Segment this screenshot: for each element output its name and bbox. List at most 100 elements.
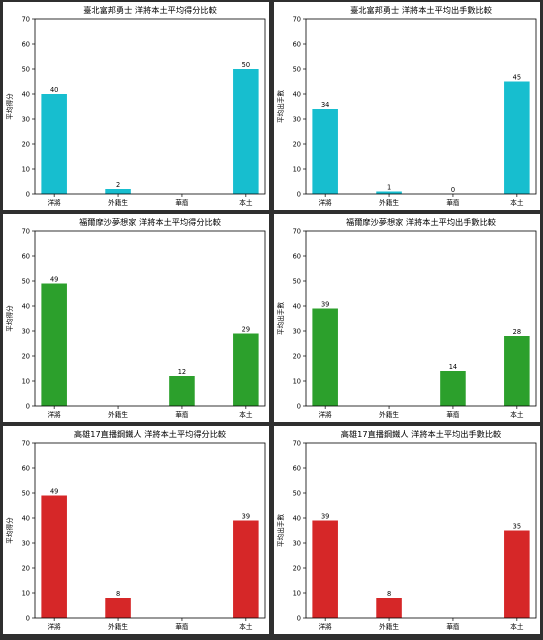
x-tick-label: 本土 bbox=[510, 622, 524, 631]
y-axis-label: 平均出手數 bbox=[276, 302, 285, 335]
x-tick-label: 外籍生 bbox=[379, 622, 399, 631]
x-tick-label: 本土 bbox=[510, 410, 524, 419]
chart-panel: 高雄17直播鋼鐵人 洋將本土平均得分比較 0 10 20 30 40 50 60 70 平均得分 4… bbox=[3, 426, 269, 634]
y-tick-label: 30 bbox=[22, 115, 30, 123]
data-label: 50 bbox=[242, 61, 250, 69]
y-tick-label: 40 bbox=[293, 514, 301, 522]
x-tick-label: 外籍生 bbox=[379, 198, 399, 207]
bar bbox=[376, 191, 402, 194]
chart-title: 臺北富邦勇士 洋將本土平均得分比較 bbox=[83, 5, 217, 15]
data-label: 29 bbox=[242, 326, 250, 334]
y-tick-label: 10 bbox=[293, 589, 301, 597]
y-tick-label: 50 bbox=[22, 65, 30, 73]
y-tick-label: 40 bbox=[22, 90, 30, 98]
data-label: 8 bbox=[387, 590, 391, 598]
y-tick-label: 50 bbox=[293, 277, 301, 285]
y-tick-label: 60 bbox=[293, 252, 301, 260]
y-tick-label: 30 bbox=[293, 539, 301, 547]
x-tick-label: 洋將 bbox=[48, 410, 62, 419]
x-tick-label: 外籍生 bbox=[108, 622, 128, 631]
y-tick-label: 0 bbox=[297, 190, 301, 198]
bar bbox=[105, 598, 131, 618]
y-tick-label: 0 bbox=[26, 614, 30, 622]
x-tick-label: 華裔 bbox=[175, 410, 189, 419]
y-tick-label: 10 bbox=[22, 589, 30, 597]
bar bbox=[233, 520, 259, 618]
x-tick-label: 華裔 bbox=[446, 198, 460, 207]
x-tick-label: 洋將 bbox=[319, 622, 333, 631]
x-tick-label: 本土 bbox=[510, 198, 524, 207]
bar bbox=[440, 371, 466, 406]
y-tick-label: 70 bbox=[293, 439, 301, 447]
y-axis-label: 平均得分 bbox=[5, 93, 14, 120]
bar bbox=[41, 283, 67, 406]
y-tick-label: 50 bbox=[22, 277, 30, 285]
x-tick-label: 洋將 bbox=[319, 410, 333, 419]
y-tick-label: 20 bbox=[293, 564, 301, 572]
x-tick-label: 本土 bbox=[239, 198, 253, 207]
bar bbox=[169, 376, 195, 406]
chart-panel: 臺北富邦勇士 洋將本土平均得分比較 0 10 20 30 40 50 60 70 平均得分 40 洋將… bbox=[3, 2, 269, 210]
plot-frame bbox=[34, 230, 266, 407]
data-label: 40 bbox=[50, 86, 58, 94]
y-tick-label: 30 bbox=[293, 115, 301, 123]
chart-title: 臺北富邦勇士 洋將本土平均出手數比較 bbox=[350, 5, 492, 15]
chart-panel: 福爾摩沙夢想家 洋將本土平均得分比較 0 10 20 30 40 50 60 70 平均得分 49 洋… bbox=[3, 214, 269, 422]
bar-chart: 福爾摩沙夢想家 洋將本土平均出手數比較 0 10 20 30 40 50 60 70 平均出手數 3… bbox=[276, 217, 537, 419]
y-tick-label: 60 bbox=[293, 464, 301, 472]
bar bbox=[41, 495, 67, 618]
y-tick-label: 0 bbox=[26, 190, 30, 198]
bar-chart: 高雄17直播鋼鐵人 洋將本土平均得分比較 0 10 20 30 40 50 60 70 平均得分 4… bbox=[5, 429, 266, 631]
y-tick-label: 10 bbox=[293, 165, 301, 173]
y-tick-label: 60 bbox=[22, 40, 30, 48]
y-tick-label: 70 bbox=[293, 15, 301, 23]
x-tick-label: 洋將 bbox=[48, 198, 62, 207]
y-tick-label: 40 bbox=[22, 302, 30, 310]
y-tick-label: 20 bbox=[22, 352, 30, 360]
chart-title: 福爾摩沙夢想家 洋將本土平均出手數比較 bbox=[346, 217, 496, 227]
x-tick-label: 華裔 bbox=[446, 410, 460, 419]
plot-frame bbox=[305, 230, 537, 407]
y-tick-label: 0 bbox=[297, 614, 301, 622]
y-tick-label: 50 bbox=[293, 489, 301, 497]
plot-frame bbox=[34, 18, 266, 195]
data-label: 14 bbox=[449, 363, 457, 371]
data-label: 39 bbox=[242, 513, 250, 521]
data-label: 12 bbox=[178, 368, 186, 376]
chart-panel: 臺北富邦勇士 洋將本土平均出手數比較 0 10 20 30 40 50 60 70 平均出手數 34… bbox=[274, 2, 540, 210]
bar bbox=[312, 109, 338, 194]
bar-chart: 高雄17直播鋼鐵人 洋將本土平均出手數比較 0 10 20 30 40 50 60 70 平均出手… bbox=[276, 429, 537, 631]
data-label: 0 bbox=[451, 186, 455, 194]
y-tick-label: 40 bbox=[293, 302, 301, 310]
data-label: 39 bbox=[321, 513, 329, 521]
bar bbox=[504, 336, 530, 406]
y-tick-label: 40 bbox=[293, 90, 301, 98]
plot-frame bbox=[305, 442, 537, 619]
chart-panel: 福爾摩沙夢想家 洋將本土平均出手數比較 0 10 20 30 40 50 60 70 平均出手數 3… bbox=[274, 214, 540, 422]
y-tick-label: 0 bbox=[26, 402, 30, 410]
chart-title: 高雄17直播鋼鐵人 洋將本土平均得分比較 bbox=[74, 429, 226, 439]
data-label: 34 bbox=[321, 101, 329, 109]
bar bbox=[105, 189, 131, 194]
bar bbox=[233, 333, 259, 406]
x-tick-label: 華裔 bbox=[446, 622, 460, 631]
bar-chart: 臺北富邦勇士 洋將本土平均得分比較 0 10 20 30 40 50 60 70 平均得分 40 洋將… bbox=[5, 5, 266, 207]
y-tick-label: 10 bbox=[293, 377, 301, 385]
bar bbox=[41, 94, 67, 194]
data-label: 39 bbox=[321, 301, 329, 309]
y-tick-label: 20 bbox=[22, 140, 30, 148]
y-tick-label: 10 bbox=[22, 165, 30, 173]
y-tick-label: 50 bbox=[293, 65, 301, 73]
y-tick-label: 60 bbox=[293, 40, 301, 48]
y-tick-label: 20 bbox=[293, 140, 301, 148]
data-label: 28 bbox=[513, 328, 521, 336]
x-tick-label: 外籍生 bbox=[108, 410, 128, 419]
x-tick-label: 華裔 bbox=[175, 198, 189, 207]
y-tick-label: 20 bbox=[22, 564, 30, 572]
data-label: 35 bbox=[513, 523, 521, 531]
y-tick-label: 20 bbox=[293, 352, 301, 360]
y-tick-label: 70 bbox=[22, 15, 30, 23]
x-tick-label: 華裔 bbox=[175, 622, 189, 631]
